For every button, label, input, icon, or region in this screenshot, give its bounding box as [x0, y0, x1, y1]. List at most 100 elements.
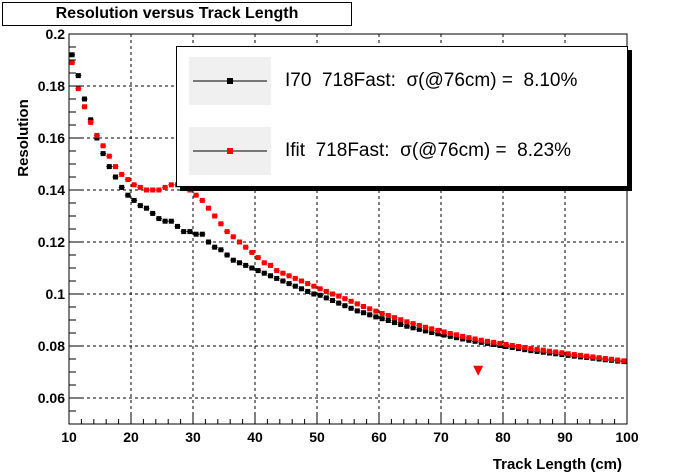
data-point [125, 192, 131, 198]
data-point [571, 352, 577, 358]
data-point [88, 119, 94, 125]
data-point [317, 286, 323, 292]
legend-label-ifit: Ifit 718Fast: σ(@76cm) = 8.23% [285, 140, 572, 161]
data-point [113, 164, 118, 170]
data-point [230, 257, 236, 263]
data-point [441, 329, 447, 335]
data-point [75, 86, 81, 92]
data-point [423, 328, 428, 334]
data-point [261, 270, 267, 276]
data-point [268, 262, 273, 268]
series-ifit [69, 60, 627, 364]
data-point [336, 300, 342, 306]
data-point [280, 278, 286, 284]
data-point [199, 231, 205, 237]
data-point [509, 342, 515, 348]
data-point [299, 278, 304, 284]
data-point [348, 305, 354, 311]
data-point [150, 187, 156, 193]
data-point [429, 326, 435, 332]
y-tick-label: 0.1 [46, 286, 66, 302]
x-tick-label: 50 [309, 429, 325, 445]
data-point [224, 229, 230, 235]
data-point [559, 350, 565, 356]
data-point [590, 354, 596, 360]
data-point [305, 288, 311, 294]
data-point [410, 325, 416, 331]
x-tick-label: 80 [495, 429, 511, 445]
data-point [441, 332, 447, 338]
data-point [144, 205, 149, 211]
data-point [113, 174, 118, 180]
data-point [181, 229, 187, 235]
legend-item-ifit: Ifit 718Fast: σ(@76cm) = 8.23% [189, 127, 619, 177]
data-point [125, 177, 131, 183]
data-point [323, 288, 329, 294]
data-point [193, 192, 199, 198]
legend-swatch-i70 [193, 78, 267, 84]
data-point [187, 229, 193, 235]
chart-title: Resolution versus Track Length [2, 2, 352, 26]
data-point [379, 316, 385, 322]
data-point [330, 298, 335, 303]
data-point [361, 303, 366, 309]
data-point [454, 335, 459, 341]
data-point [243, 244, 249, 250]
data-point [119, 184, 125, 190]
data-point [354, 301, 360, 307]
data-point [466, 335, 472, 341]
data-point [367, 312, 373, 318]
x-tick-label: 70 [433, 429, 449, 445]
data-point [218, 247, 224, 253]
data-point [311, 283, 317, 289]
data-point [609, 356, 614, 362]
data-point [361, 310, 366, 316]
data-point [255, 268, 261, 274]
data-point [119, 171, 125, 177]
data-point [497, 340, 503, 346]
data-point [286, 281, 292, 287]
data-point [460, 336, 466, 342]
data-point [156, 216, 162, 222]
data-point [596, 355, 602, 361]
data-point [540, 347, 546, 353]
x-tick-label: 20 [123, 429, 139, 445]
data-point [373, 314, 379, 320]
data-point [168, 218, 174, 224]
y-tick-label: 0.06 [38, 390, 65, 406]
data-point [286, 273, 292, 279]
data-point [472, 336, 478, 342]
x-tick-label: 90 [557, 429, 573, 445]
data-point [212, 213, 218, 219]
data-point [156, 187, 162, 193]
data-point [261, 260, 267, 266]
data-point [491, 339, 497, 345]
data-point [534, 346, 540, 352]
data-point [410, 321, 416, 327]
data-point [565, 351, 571, 357]
data-point [199, 197, 205, 203]
y-tick-label: 0.18 [38, 78, 65, 94]
data-point [69, 60, 75, 66]
data-point [385, 313, 391, 319]
data-point [423, 324, 428, 330]
data-point [82, 96, 87, 102]
data-point [398, 321, 404, 327]
data-point [305, 281, 311, 287]
data-point [94, 132, 100, 138]
data-point [224, 252, 230, 258]
data-point [292, 283, 298, 289]
data-point [237, 260, 242, 266]
data-point [485, 338, 490, 344]
data-point [137, 184, 143, 190]
x-tick-label: 60 [371, 429, 387, 445]
x-axis-label: Track Length (cm) [493, 456, 622, 472]
x-tick-label: 10 [61, 429, 77, 445]
legend-swatch-ifit [193, 148, 267, 154]
y-tick-label: 0.14 [38, 182, 65, 198]
data-point [447, 331, 453, 337]
y-axis-label: Resolution [15, 99, 32, 177]
data-point [94, 135, 100, 141]
data-point [323, 295, 329, 301]
data-point [317, 292, 323, 298]
